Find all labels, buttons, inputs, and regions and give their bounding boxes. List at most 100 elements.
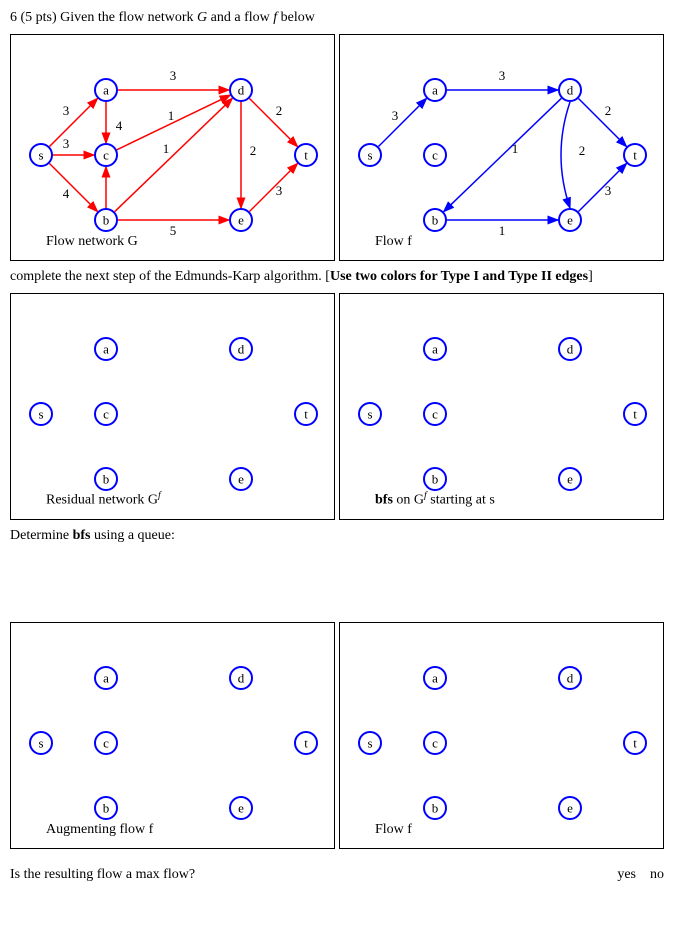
edge-label-d-t: 2 bbox=[605, 103, 612, 118]
svg-text:e: e bbox=[238, 213, 244, 228]
maxflow-options: yes no bbox=[617, 867, 664, 883]
svg-flow2: sacbdet bbox=[340, 623, 660, 848]
node-s: s bbox=[359, 403, 381, 425]
cap-res-sup: f bbox=[158, 490, 161, 501]
svg-text:s: s bbox=[367, 148, 372, 163]
caption-f: Flow f bbox=[375, 234, 412, 250]
edge-d-b bbox=[444, 98, 562, 211]
node-d: d bbox=[559, 79, 581, 101]
cap-res-pre: Residual network G bbox=[46, 493, 158, 508]
option-yes[interactable]: yes bbox=[617, 867, 636, 882]
edge-s-a bbox=[49, 98, 97, 146]
node-c: c bbox=[95, 403, 117, 425]
edge-label-d-t: 2 bbox=[276, 103, 283, 118]
cap-flow2: Flow f bbox=[375, 822, 412, 837]
edge-d-t bbox=[249, 98, 297, 146]
node-t: t bbox=[624, 403, 646, 425]
svg-text:t: t bbox=[633, 148, 637, 163]
node-s: s bbox=[359, 144, 381, 166]
instruction-line: complete the next step of the Edmunds-Ka… bbox=[10, 269, 664, 285]
edge-label-s-b: 4 bbox=[63, 186, 70, 201]
bfs-queue-prompt: Determine bfs using a queue: bbox=[10, 528, 664, 544]
edge-label-b-e: 5 bbox=[170, 223, 177, 238]
caption-f-text: Flow f bbox=[375, 234, 412, 249]
node-t: t bbox=[624, 144, 646, 166]
node-d: d bbox=[559, 667, 581, 689]
svg-text:e: e bbox=[567, 472, 573, 487]
svg-text:b: b bbox=[103, 801, 110, 816]
edge-label-a-d: 3 bbox=[499, 68, 506, 83]
node-b: b bbox=[95, 797, 117, 819]
panel-residual: sacbdet Residual network Gf bbox=[10, 293, 335, 520]
svg-text:d: d bbox=[567, 342, 574, 357]
edge-label-a-c: 4 bbox=[116, 118, 123, 133]
svg-text:c: c bbox=[432, 736, 438, 751]
svg-text:c: c bbox=[103, 148, 109, 163]
panel-bfs: sacbdet bfs on Gf starting at s bbox=[339, 293, 664, 520]
edge-label-a-d: 3 bbox=[170, 68, 177, 83]
cap-aug: Augmenting flow f bbox=[46, 822, 153, 837]
bfsq-suf: using a queue: bbox=[91, 528, 175, 543]
svg-text:a: a bbox=[432, 83, 438, 98]
svg-text:t: t bbox=[304, 407, 308, 422]
svg-bfs: sacbdet bbox=[340, 294, 660, 519]
svg-text:s: s bbox=[38, 407, 43, 422]
edge-label-e-t: 3 bbox=[605, 183, 612, 198]
edge-d-e bbox=[561, 102, 570, 208]
svg-text:d: d bbox=[238, 671, 245, 686]
panel-flow-f: 3311232sacbdet Flow f bbox=[339, 34, 664, 261]
node-d: d bbox=[230, 338, 252, 360]
caption-residual: Residual network Gf bbox=[46, 490, 161, 509]
svg-text:d: d bbox=[567, 83, 574, 98]
node-a: a bbox=[95, 79, 117, 101]
svg-text:d: d bbox=[238, 83, 245, 98]
caption-flow2: Flow f bbox=[375, 822, 412, 838]
option-no[interactable]: no bbox=[650, 867, 664, 882]
svg-text:t: t bbox=[633, 407, 637, 422]
node-d: d bbox=[230, 79, 252, 101]
edge-label-s-a: 3 bbox=[392, 108, 399, 123]
cap-bfs-mid: on G bbox=[393, 493, 424, 508]
svg-graph-G: 33434115223sacbdet bbox=[11, 35, 331, 260]
node-s: s bbox=[30, 403, 52, 425]
svg-text:a: a bbox=[103, 83, 109, 98]
node-t: t bbox=[624, 732, 646, 754]
svg-text:e: e bbox=[238, 472, 244, 487]
node-a: a bbox=[424, 338, 446, 360]
edge-s-a bbox=[378, 98, 426, 146]
node-c: c bbox=[95, 144, 117, 166]
edge-d-t bbox=[578, 98, 626, 146]
node-d: d bbox=[559, 338, 581, 360]
node-b: b bbox=[424, 797, 446, 819]
edge-label-s-c: 3 bbox=[63, 136, 70, 151]
caption-G-text: Flow network G bbox=[46, 234, 138, 249]
panel-graph-G: 33434115223sacbdet Flow network G bbox=[10, 34, 335, 261]
panel-flow2: sacbdet Flow f bbox=[339, 622, 664, 849]
caption-G: Flow network G bbox=[46, 234, 138, 250]
svg-text:b: b bbox=[432, 213, 439, 228]
edge-label-d-e: 2 bbox=[250, 143, 257, 158]
svg-text:s: s bbox=[38, 736, 43, 751]
q-G: G bbox=[197, 10, 207, 25]
q-number: 6 (5 pts) bbox=[10, 10, 57, 25]
svg-text:c: c bbox=[103, 407, 109, 422]
instr-before: complete the next step of the Edmunds-Ka… bbox=[10, 269, 330, 284]
edge-label-c-d: 1 bbox=[168, 108, 175, 123]
svg-text:e: e bbox=[567, 213, 573, 228]
node-e: e bbox=[230, 797, 252, 819]
node-t: t bbox=[295, 732, 317, 754]
row-top: 33434115223sacbdet Flow network G 331123… bbox=[10, 34, 664, 261]
bfs-workspace bbox=[10, 544, 664, 614]
svg-text:t: t bbox=[633, 736, 637, 751]
node-t: t bbox=[295, 144, 317, 166]
caption-bfs: bfs on Gf starting at s bbox=[375, 490, 495, 509]
edge-e-t bbox=[249, 163, 297, 211]
svg-text:d: d bbox=[567, 671, 574, 686]
node-b: b bbox=[95, 468, 117, 490]
svg-text:c: c bbox=[103, 736, 109, 751]
svg-text:a: a bbox=[103, 671, 109, 686]
q-before: Given the flow network bbox=[57, 10, 197, 25]
bfsq-pre: Determine bbox=[10, 528, 73, 543]
row-augment: sacbdet Augmenting flow f sacbdet Flow f bbox=[10, 622, 664, 849]
node-e: e bbox=[230, 468, 252, 490]
